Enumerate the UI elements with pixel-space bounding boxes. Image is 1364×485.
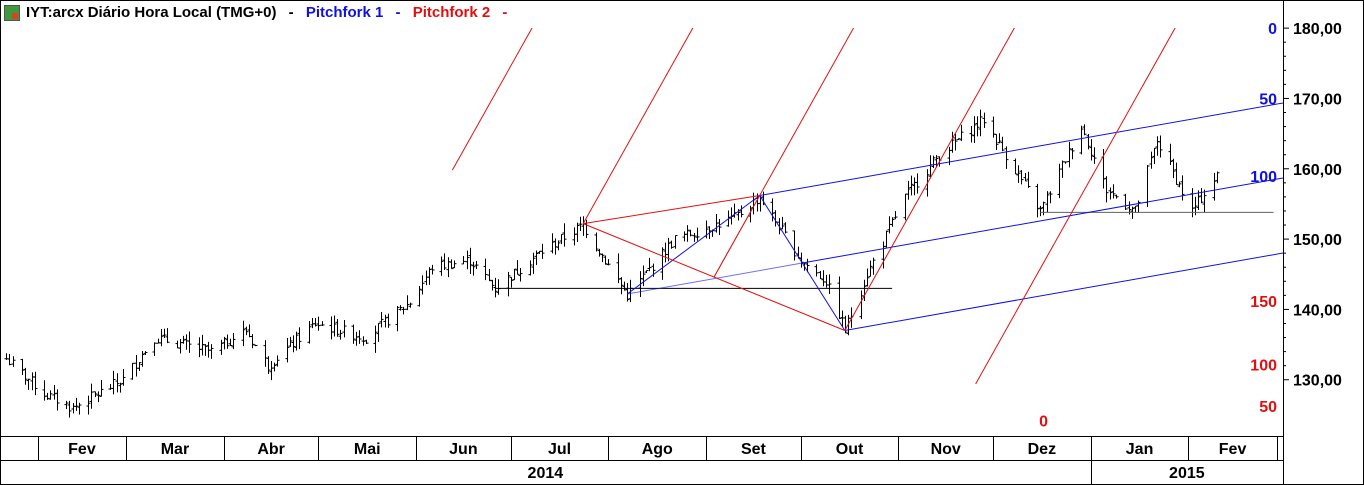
x-month-label: Out [836,441,864,458]
pitchfork2-level-label: 50 [1259,399,1277,416]
x-month-label: Abr [257,441,285,458]
x-month-label: Fev [1219,441,1247,458]
x-month-label: Fev [68,441,96,458]
x-year-label: 2014 [528,465,564,482]
y-tick-label: 170,00 [1293,91,1342,108]
x-month-label: Mai [354,441,381,458]
pitchfork2-line [844,28,1015,331]
legend-separator: - [288,4,294,21]
legend-pitchfork2[interactable]: Pitchfork 2 [412,4,491,21]
pitchfork1-line [802,177,1283,264]
pitchfork1-handle [627,262,803,295]
pitchfork1-level-label: 0 [1268,21,1277,38]
x-month-label: Nov [931,441,961,458]
pitchfork2-line [975,28,1176,385]
pitchfork2-line [582,28,694,224]
chart-legend: IYT:arcx Diário Hora Local (TMG+0) - Pit… [26,4,515,21]
y-tick-label: 130,00 [1293,373,1342,390]
pitchfork2-pivot-connector [583,195,760,225]
pitchfork1-level-label: 100 [1250,169,1277,186]
pitchfork2-line [713,28,855,278]
pitchfork1-level-label: 50 [1259,91,1277,108]
x-year-label: 2015 [1169,465,1205,482]
pitchfork1-pivot-connector [627,195,761,295]
x-month-label: Dez [1028,441,1056,458]
pitchfork2-level-label: 150 [1250,294,1277,311]
chart-title: IYT:arcx Diário Hora Local (TMG+0) [26,4,277,21]
pitchfork1-line [759,102,1283,196]
x-month-label: Ago [642,441,673,458]
pitchfork2-pivot-connector [582,223,846,331]
x-month-label: Jan [1126,441,1154,458]
y-tick-label: 160,00 [1293,162,1342,179]
x-month-label: Jul [548,441,571,458]
y-tick-label: 140,00 [1293,302,1342,319]
legend-pitchfork1[interactable]: Pitchfork 1 [305,4,384,21]
plot-area [4,28,1283,418]
y-tick-label: 180,00 [1293,21,1342,38]
pitchfork2-level-label: 0 [1039,414,1048,431]
pitchfork2-line [451,28,533,171]
pitchfork1-line [844,252,1283,332]
x-month-label: Set [741,441,767,458]
pitchfork2-level-label: 100 [1250,357,1277,374]
pitchfork2-handle [713,195,761,278]
x-month-label: Jun [449,441,477,458]
y-tick-label: 150,00 [1293,232,1342,249]
legend-separator: - [502,4,508,21]
app-logo-icon [4,5,20,21]
x-month-label: Mar [161,441,189,458]
legend-separator: - [395,4,401,21]
